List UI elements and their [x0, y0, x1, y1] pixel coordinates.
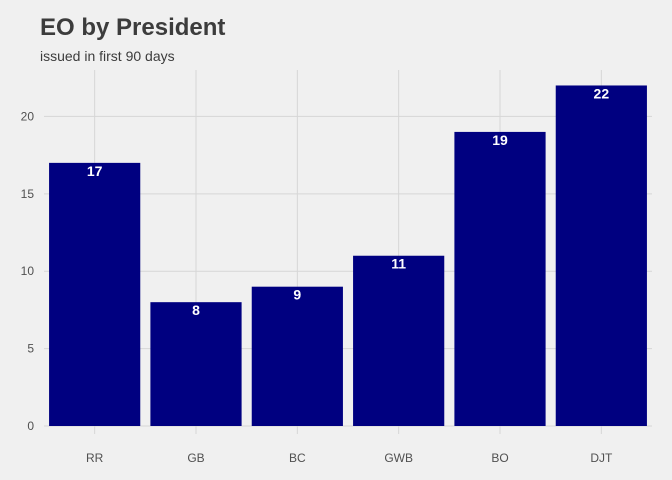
x-tick-label: RR: [86, 451, 104, 465]
bar: [150, 302, 242, 426]
y-tick-label: 5: [27, 342, 34, 356]
bar-value-label: 9: [293, 287, 301, 303]
x-tick-label: BC: [289, 451, 306, 465]
y-tick-label: 0: [27, 419, 34, 433]
x-tick-label: BO: [491, 451, 508, 465]
bar: [251, 286, 343, 426]
x-tick-label: DJT: [590, 451, 613, 465]
y-tick-label: 15: [21, 187, 35, 201]
x-tick-label: GWB: [384, 451, 413, 465]
bar: [353, 255, 445, 426]
x-tick-label: GB: [187, 451, 204, 465]
bar: [49, 162, 141, 426]
y-tick-label: 10: [21, 264, 35, 278]
chart-title: EO by President: [40, 14, 226, 41]
bar: [555, 85, 647, 426]
bar-value-label: 22: [594, 85, 610, 101]
bar-value-label: 19: [492, 132, 508, 148]
bar-value-label: 8: [192, 302, 200, 318]
bar: [454, 131, 546, 427]
bar-value-label: 17: [87, 163, 103, 179]
chart-subtitle: issued in first 90 days: [40, 48, 175, 64]
bar-value-label: 11: [391, 256, 406, 272]
y-tick-label: 20: [21, 109, 35, 123]
